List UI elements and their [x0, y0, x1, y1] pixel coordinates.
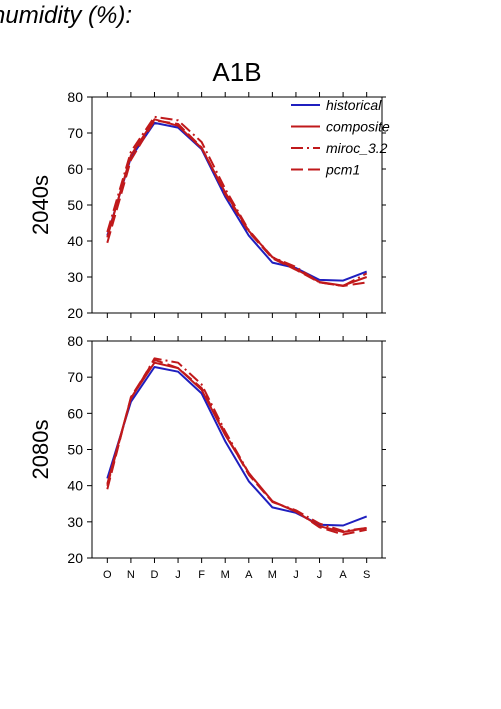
- x-tick-label: J: [293, 569, 299, 581]
- y-tick-label: 80: [67, 89, 83, 105]
- legend-label: historical: [326, 97, 382, 113]
- y-tick-label: 50: [67, 442, 83, 458]
- x-tick-label: S: [363, 569, 370, 581]
- y-tick-label: 60: [67, 405, 83, 421]
- series-line-pcm1: [106, 119, 367, 287]
- x-tick-label: O: [103, 569, 112, 581]
- legend-label: pcm1: [325, 162, 360, 178]
- series-line-miroc-3-2: [106, 357, 367, 532]
- y-tick-label: 70: [67, 369, 83, 385]
- x-tick-label: A: [245, 569, 253, 581]
- legend: historical composite miroc_3.2 pcm1: [291, 97, 390, 178]
- x-tick-label: J: [175, 569, 181, 581]
- chart-panel-2040s: 20 30 40 50 60 70 80 2040s historical composite mi…: [28, 89, 390, 321]
- y-tick-label: 30: [67, 269, 83, 285]
- page-heading: humidity (%):: [0, 2, 133, 29]
- y-tick-label: 50: [67, 197, 83, 213]
- y-tick-label: 40: [67, 233, 83, 249]
- y-tick-label: 60: [67, 161, 83, 177]
- legend-label: composite: [326, 119, 390, 135]
- series-line-pcm1: [106, 358, 367, 536]
- x-tick-label: M: [221, 569, 230, 581]
- x-tick-label: M: [268, 569, 277, 581]
- series-line-composite: [106, 361, 367, 533]
- y-tick-label: 40: [67, 478, 83, 494]
- x-tick-label: D: [151, 569, 159, 581]
- x-tick-label: N: [127, 569, 135, 581]
- y-tick-label: 70: [67, 125, 83, 141]
- legend-label: miroc_3.2: [326, 140, 388, 156]
- y-tick-label: 20: [67, 550, 83, 566]
- y-tick-label: 80: [67, 333, 83, 349]
- y-tick-label: 30: [67, 514, 83, 530]
- x-tick-label: J: [317, 569, 323, 581]
- x-tick-label: F: [198, 569, 205, 581]
- x-tick-label: A: [339, 569, 347, 581]
- series-line-historical: [106, 366, 368, 527]
- panel-label: 2040s: [28, 175, 53, 235]
- panel-label: 2080s: [28, 420, 53, 480]
- y-tick-label: 20: [67, 305, 83, 321]
- chart-panel-2080s: 20 30 40 50 60 70 80 O N D J F M A M J J A S 2080s: [28, 333, 386, 581]
- chart-title: A1B: [212, 57, 261, 87]
